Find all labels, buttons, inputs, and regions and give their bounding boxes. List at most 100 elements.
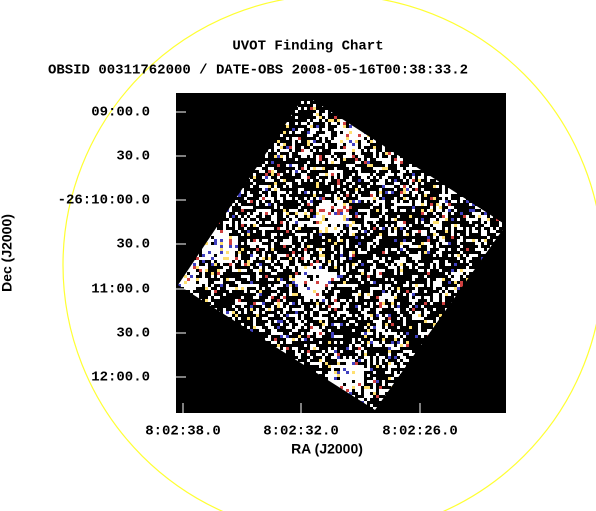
sky-pixel	[352, 386, 355, 389]
sky-pixel	[220, 278, 223, 281]
sky-pixel	[445, 293, 448, 296]
sky-pixel	[367, 323, 370, 326]
sky-pixel	[394, 338, 397, 341]
sky-pixel	[331, 140, 334, 143]
sky-pixel	[319, 251, 322, 254]
sky-pixel	[271, 341, 274, 344]
sky-pixel	[334, 377, 337, 380]
sky-pixel	[442, 302, 445, 305]
sky-pixel	[340, 239, 343, 242]
sky-pixel	[208, 287, 211, 290]
sky-pixel	[253, 215, 256, 218]
sky-pixel	[439, 209, 442, 212]
sky-pixel	[253, 323, 256, 326]
sky-pixel	[202, 257, 205, 260]
sky-pixel	[316, 215, 319, 218]
sky-pixel	[439, 227, 442, 230]
sky-pixel	[454, 209, 457, 212]
sky-pixel	[349, 359, 352, 362]
sky-pixel	[352, 194, 355, 197]
sky-pixel	[325, 266, 328, 269]
sky-pixel	[238, 257, 241, 260]
sky-pixel	[304, 164, 307, 167]
sky-pixel	[253, 176, 256, 179]
sky-pixel	[298, 239, 301, 242]
sky-pixel	[193, 272, 196, 275]
sky-pixel	[454, 224, 457, 227]
sky-pixel	[193, 281, 196, 284]
sky-pixel	[292, 281, 295, 284]
sky-pixel	[349, 389, 352, 392]
sky-pixel	[289, 191, 292, 194]
sky-pixel	[325, 272, 328, 275]
sky-pixel	[277, 344, 280, 347]
sky-pixel	[328, 212, 331, 215]
sky-pixel	[286, 194, 289, 197]
sky-pixel	[313, 272, 316, 275]
sky-pixel	[187, 287, 190, 290]
sky-pixel	[325, 275, 328, 278]
sky-pixel	[460, 269, 463, 272]
sky-pixel	[286, 149, 289, 152]
sky-pixel	[415, 287, 418, 290]
sky-pixel	[355, 140, 358, 143]
sky-pixel	[310, 107, 313, 110]
sky-pixel	[334, 299, 337, 302]
sky-pixel	[442, 236, 445, 239]
sky-pixel	[304, 239, 307, 242]
sky-pixel	[394, 260, 397, 263]
sky-pixel	[385, 278, 388, 281]
sky-pixel	[355, 362, 358, 365]
sky-pixel	[439, 206, 442, 209]
sky-pixel	[400, 176, 403, 179]
sky-pixel	[466, 257, 469, 260]
sky-pixel	[370, 314, 373, 317]
sky-pixel	[448, 293, 451, 296]
sky-pixel	[274, 266, 277, 269]
sky-pixel	[304, 287, 307, 290]
sky-pixel	[322, 254, 325, 257]
sky-pixel	[241, 209, 244, 212]
sky-pixel	[289, 236, 292, 239]
sky-pixel	[412, 206, 415, 209]
sky-pixel	[307, 278, 310, 281]
sky-pixel	[400, 170, 403, 173]
sky-pixel	[253, 311, 256, 314]
sky-pixel	[316, 371, 319, 374]
sky-pixel	[361, 365, 364, 368]
sky-pixel	[238, 299, 241, 302]
sky-pixel	[439, 290, 442, 293]
sky-pixel	[250, 254, 253, 257]
sky-pixel	[334, 224, 337, 227]
sky-pixel	[292, 137, 295, 140]
sky-pixel	[274, 338, 277, 341]
sky-pixel	[253, 284, 256, 287]
sky-pixel	[376, 323, 379, 326]
sky-pixel	[313, 293, 316, 296]
sky-pixel	[205, 269, 208, 272]
sky-pixel	[286, 308, 289, 311]
sky-pixel	[436, 209, 439, 212]
sky-pixel	[313, 257, 316, 260]
sky-pixel	[271, 305, 274, 308]
sky-pixel	[334, 374, 337, 377]
sky-pixel	[364, 389, 367, 392]
sky-pixel	[226, 236, 229, 239]
sky-pixel	[217, 272, 220, 275]
sky-pixel	[433, 254, 436, 257]
sky-pixel	[433, 284, 436, 287]
sky-pixel	[253, 269, 256, 272]
sky-pixel	[346, 143, 349, 146]
sky-pixel	[388, 158, 391, 161]
sky-pixel	[271, 314, 274, 317]
sky-pixel	[271, 227, 274, 230]
sky-pixel	[286, 341, 289, 344]
sky-pixel	[250, 305, 253, 308]
sky-pixel	[322, 206, 325, 209]
sky-pixel	[256, 203, 259, 206]
sky-pixel	[391, 206, 394, 209]
sky-pixel	[319, 179, 322, 182]
sky-pixel	[310, 305, 313, 308]
sky-pixel	[289, 341, 292, 344]
sky-pixel	[325, 128, 328, 131]
